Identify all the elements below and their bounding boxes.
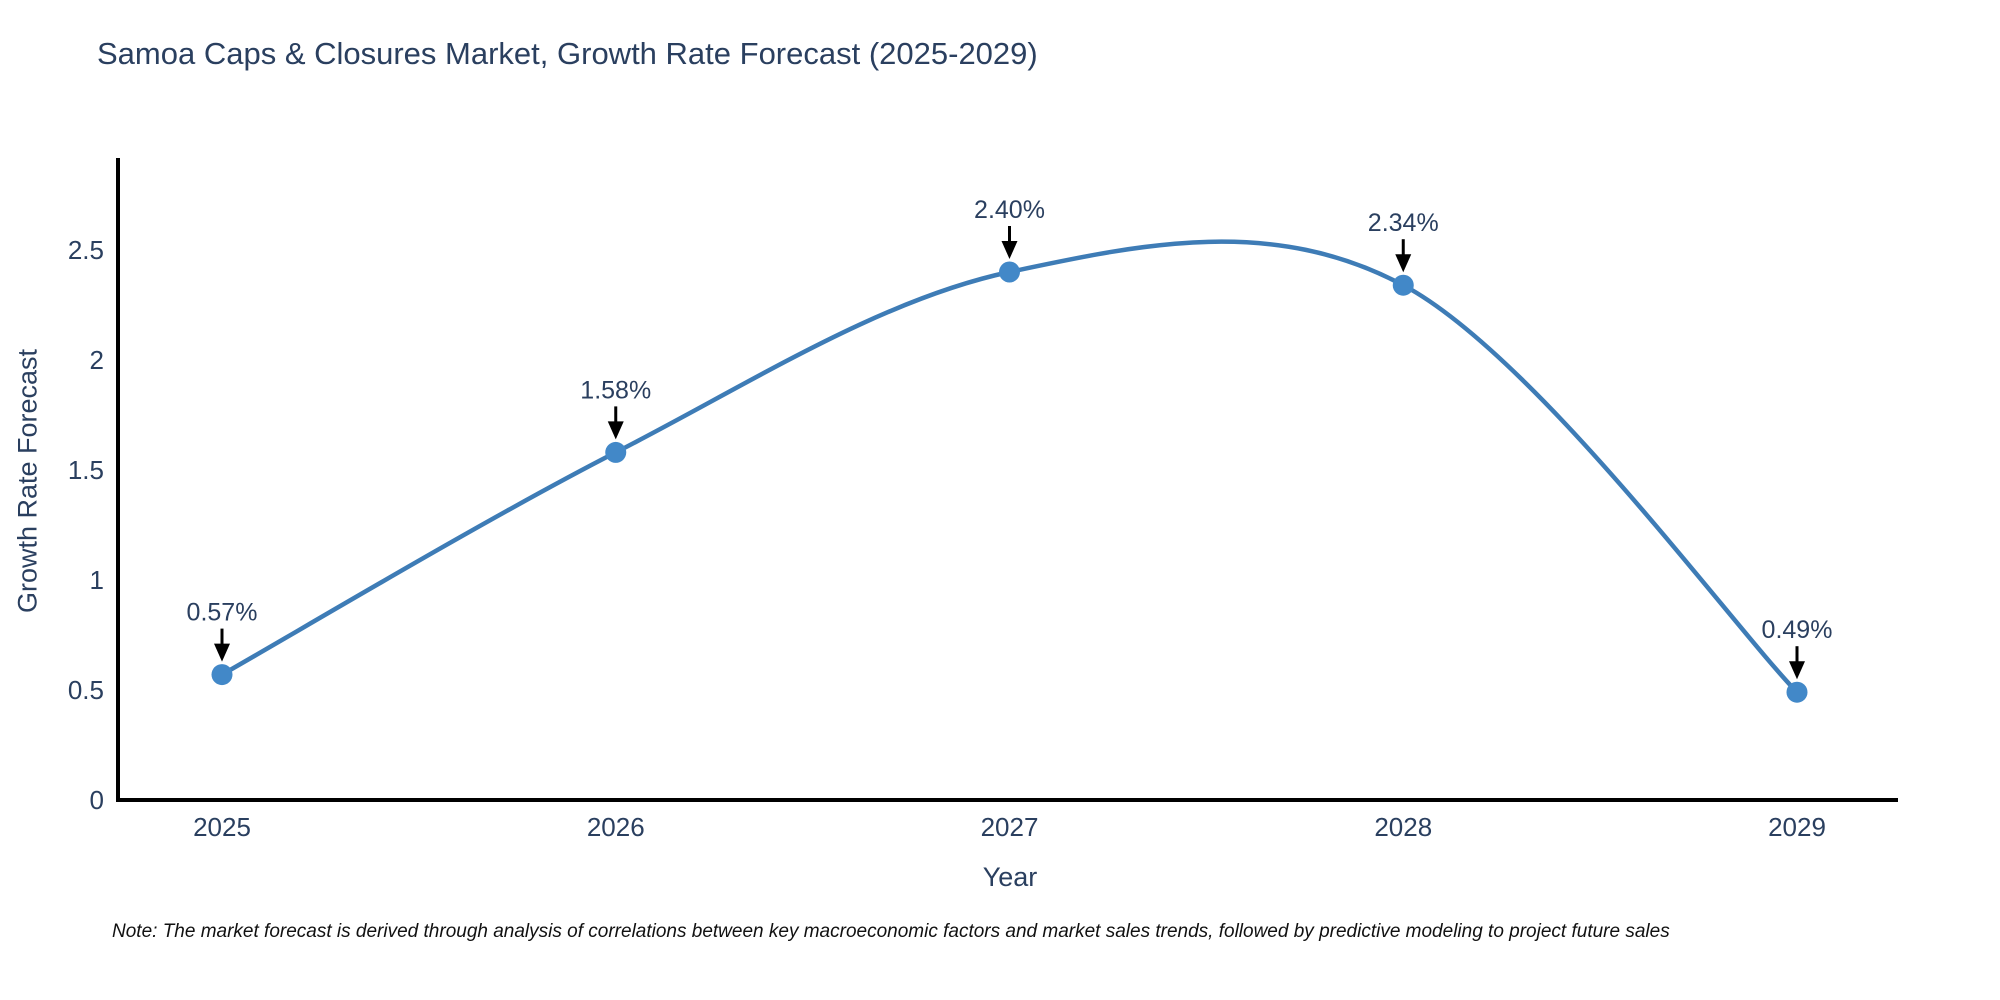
data-point-label: 2.40% bbox=[974, 196, 1045, 224]
x-tick-label: 2028 bbox=[1374, 812, 1432, 842]
data-point-label: 1.58% bbox=[580, 376, 651, 404]
annotation-arrowhead-icon bbox=[1001, 241, 1018, 259]
x-tick-label: 2027 bbox=[981, 812, 1039, 842]
annotation-arrowhead-icon bbox=[214, 643, 230, 662]
y-tick-label: 2.5 bbox=[68, 235, 104, 265]
x-tick-label: 2026 bbox=[587, 812, 645, 842]
y-tick-label: 0.5 bbox=[68, 675, 104, 705]
data-point-label: 2.34% bbox=[1368, 209, 1439, 237]
annotation-arrowhead-icon bbox=[607, 421, 624, 440]
data-point-marker[interactable] bbox=[211, 664, 233, 686]
y-tick-label: 1 bbox=[90, 565, 104, 595]
x-tick-label: 2025 bbox=[193, 812, 251, 842]
data-point-label: 0.57% bbox=[187, 599, 258, 627]
data-point-marker[interactable] bbox=[1786, 681, 1808, 703]
y-tick-label: 2 bbox=[90, 345, 104, 375]
data-point-label: 0.49% bbox=[1762, 616, 1833, 644]
forecast-line bbox=[219, 239, 1800, 695]
annotation-arrowhead-icon bbox=[1789, 661, 1805, 680]
data-point-marker[interactable] bbox=[1392, 274, 1414, 296]
data-point-marker[interactable] bbox=[605, 441, 627, 463]
chart-title: Samoa Caps & Closures Market, Growth Rat… bbox=[97, 36, 1038, 71]
footnote: Note: The market forecast is derived thr… bbox=[112, 921, 1670, 942]
x-tick-label: 2029 bbox=[1768, 812, 1826, 842]
data-point-marker[interactable] bbox=[999, 261, 1020, 283]
y-axis-label: Growth Rate Forecast bbox=[12, 348, 43, 614]
y-tick-label: 1.5 bbox=[68, 455, 104, 485]
x-axis-label: Year bbox=[982, 862, 1038, 892]
y-tick-label: 0 bbox=[90, 785, 104, 815]
annotation-arrowhead-icon bbox=[1395, 254, 1412, 273]
